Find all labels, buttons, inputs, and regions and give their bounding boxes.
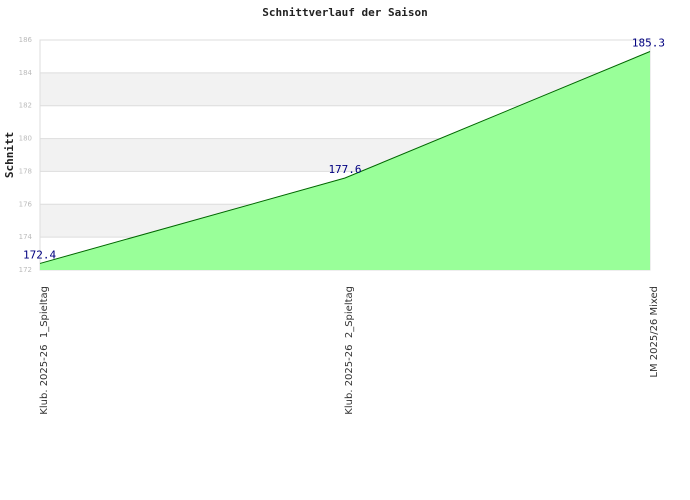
y-axis-label: Schnitt: [3, 132, 16, 178]
y-tick-label: 174: [19, 233, 33, 241]
y-tick-label: 184: [19, 69, 33, 77]
y-tick-label: 172: [19, 266, 32, 274]
line: [39, 51, 651, 264]
x-tick-label: Klub. 2025-26 1_Spieltag: [39, 286, 50, 415]
value-label: 185.3: [632, 37, 665, 50]
y-tick-label: 182: [19, 102, 32, 110]
x-tick-label: LM 2025/26 Mixed: [649, 286, 660, 378]
value-label: 172.4: [23, 248, 56, 261]
chart-title: Schnittverlauf der Saison: [262, 6, 428, 19]
y-tick-label: 178: [19, 167, 32, 175]
y-tick-label: 180: [19, 135, 32, 143]
grid-band: [40, 40, 650, 73]
x-tick-label: Klub. 2025-26 2_Spieltag: [344, 286, 355, 415]
y-tick-label: 186: [19, 36, 33, 44]
area: [40, 51, 650, 270]
value-label: 177.6: [328, 163, 361, 176]
y-tick-label: 176: [19, 200, 33, 208]
